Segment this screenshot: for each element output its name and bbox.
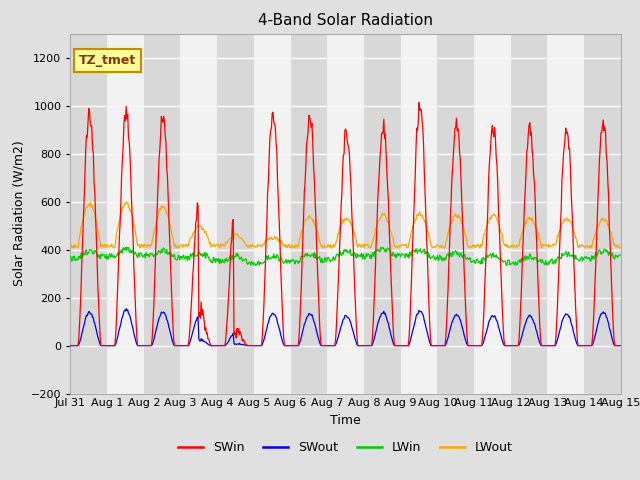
Bar [70, 34, 107, 394]
Y-axis label: Solar Radiation (W/m2): Solar Radiation (W/m2) [12, 141, 26, 287]
Bar [180, 34, 217, 394]
Text: TZ_tmet: TZ_tmet [79, 54, 136, 67]
Bar [364, 34, 401, 394]
Bar [584, 34, 621, 394]
Bar [474, 34, 511, 394]
Bar [327, 34, 364, 394]
Bar [291, 34, 327, 394]
Bar [401, 34, 437, 394]
Bar [144, 34, 180, 394]
Bar [107, 34, 144, 394]
Title: 4-Band Solar Radiation: 4-Band Solar Radiation [258, 13, 433, 28]
Bar [217, 34, 254, 394]
X-axis label: Time: Time [330, 414, 361, 427]
Bar [511, 34, 547, 394]
Bar [437, 34, 474, 394]
Legend: SWin, SWout, LWin, LWout: SWin, SWout, LWin, LWout [173, 436, 518, 459]
Bar [547, 34, 584, 394]
Bar [254, 34, 291, 394]
